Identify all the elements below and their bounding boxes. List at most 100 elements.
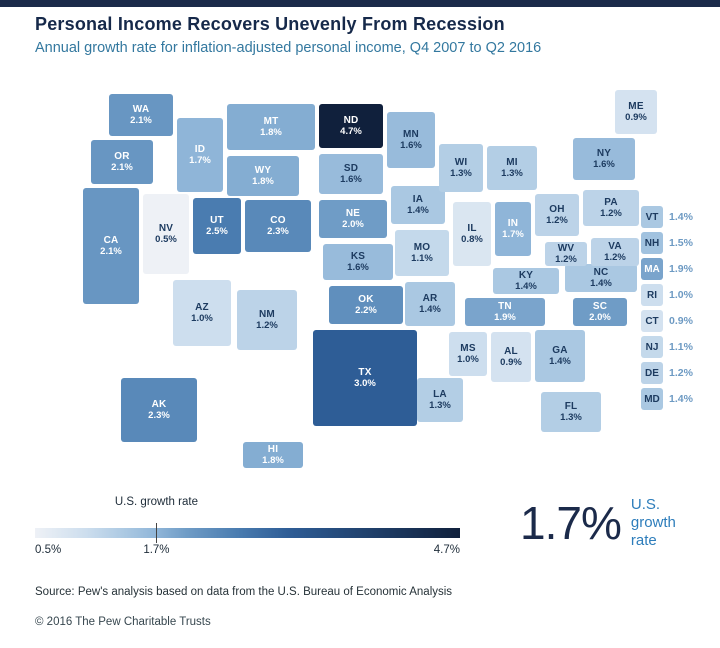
- state-value: 3.0%: [354, 378, 376, 389]
- state-abbr: WV: [557, 243, 575, 254]
- state-abbr: CA: [103, 235, 119, 246]
- state-tile-ny: NY 1.6%: [573, 138, 635, 180]
- state-tile-nv: NV 0.5%: [143, 194, 189, 274]
- state-abbr: AK: [151, 399, 167, 410]
- state-list-item-nh: NH 1.5%: [641, 232, 693, 254]
- state-value: 0.8%: [461, 234, 483, 245]
- state-value: 1.2%: [604, 252, 626, 263]
- state-tile-id: ID 1.7%: [177, 118, 223, 192]
- state-tile-tn: TN 1.9%: [465, 298, 545, 326]
- state-tile-mn: MN 1.6%: [387, 112, 435, 168]
- state-tile-ak: AK 2.3%: [121, 378, 197, 442]
- state-tile-me: ME 0.9%: [615, 90, 657, 134]
- state-abbr: AZ: [195, 302, 209, 313]
- state-abbr: AR: [422, 293, 438, 304]
- state-abbr: MN: [403, 129, 419, 140]
- state-value: 1.6%: [593, 159, 615, 170]
- state-abbr: NV: [158, 223, 174, 234]
- state-abbr: MO: [413, 242, 431, 253]
- state-value: 1.0%: [457, 354, 479, 365]
- state-abbr: OR: [114, 151, 130, 162]
- us-rate-label: U.S. growth rate: [630, 496, 676, 549]
- state-list-item-ct: CT 0.9%: [641, 310, 693, 332]
- state-tile-co: CO 2.3%: [245, 200, 311, 252]
- copyright-note: © 2016 The Pew Charitable Trusts: [35, 616, 211, 628]
- state-value: 2.2%: [355, 305, 377, 316]
- state-value: 1.7%: [502, 229, 524, 240]
- state-value: 1.2%: [256, 320, 278, 331]
- state-tile-ga: GA 1.4%: [535, 330, 585, 382]
- legend-tick-mark: [156, 523, 158, 543]
- state-abbr: IN: [507, 218, 519, 229]
- state-value: 1.3%: [429, 400, 451, 411]
- state-abbr: FL: [564, 401, 578, 412]
- state-tile-nm: NM 1.2%: [237, 290, 297, 350]
- state-tile-va: VA 1.2%: [591, 238, 639, 266]
- state-tile-ut: UT 2.5%: [193, 198, 241, 254]
- state-value: 4.7%: [340, 126, 362, 137]
- state-tile-sd: SD 1.6%: [319, 154, 383, 194]
- state-value: 1.1%: [411, 253, 433, 264]
- state-tile-nc: NC 1.4%: [565, 264, 637, 292]
- state-abbr: TN: [498, 301, 512, 312]
- state-value: 1.4%: [407, 205, 429, 216]
- legend-min-label: 0.5%: [35, 544, 62, 556]
- state-tile-mo: MO 1.1%: [395, 230, 449, 276]
- state-tile-al: AL 0.9%: [491, 332, 531, 382]
- state-value: 1.4%: [669, 393, 693, 405]
- state-value: 1.4%: [515, 281, 537, 292]
- state-value: 1.4%: [419, 304, 441, 315]
- state-tile-mt: MT 1.8%: [227, 104, 315, 150]
- state-tile-sc: SC 2.0%: [573, 298, 627, 326]
- state-abbr: GA: [552, 345, 568, 356]
- state-swatch: MA: [641, 258, 663, 280]
- state-swatch: NJ: [641, 336, 663, 358]
- state-tile-la: LA 1.3%: [417, 378, 463, 422]
- state-value: 1.3%: [560, 412, 582, 423]
- legend-mid-label: 1.7%: [143, 544, 170, 556]
- state-tile-in: IN 1.7%: [495, 202, 531, 256]
- state-abbr: IA: [412, 194, 424, 205]
- state-abbr: HI: [267, 444, 279, 455]
- state-tile-wv: WV 1.2%: [545, 242, 587, 266]
- state-tile-oh: OH 1.2%: [535, 194, 579, 236]
- state-abbr: MI: [506, 157, 518, 168]
- state-tile-ky: KY 1.4%: [493, 268, 559, 294]
- state-tile-wy: WY 1.8%: [227, 156, 299, 196]
- state-tile-il: IL 0.8%: [453, 202, 491, 266]
- state-abbr: VA: [608, 241, 622, 252]
- state-tile-pa: PA 1.2%: [583, 190, 639, 226]
- state-tile-ca: CA 2.1%: [83, 188, 139, 304]
- page-title: Personal Income Recovers Unevenly From R…: [35, 14, 505, 34]
- state-value: 1.8%: [252, 176, 274, 187]
- state-abbr: WA: [132, 104, 150, 115]
- state-tile-az: AZ 1.0%: [173, 280, 231, 346]
- state-value: 1.2%: [669, 367, 693, 379]
- page-subtitle: Annual growth rate for inflation-adjuste…: [35, 40, 542, 56]
- state-abbr: UT: [210, 215, 224, 226]
- state-value: 0.5%: [155, 234, 177, 245]
- state-tile-ia: IA 1.4%: [391, 186, 445, 224]
- state-value: 1.3%: [501, 168, 523, 179]
- state-value: 1.8%: [262, 455, 284, 466]
- state-value: 1.2%: [600, 208, 622, 219]
- state-value: 1.6%: [347, 262, 369, 273]
- state-abbr: WI: [454, 157, 468, 168]
- state-tile-ks: KS 1.6%: [323, 244, 393, 280]
- state-swatch: CT: [641, 310, 663, 332]
- state-value: 2.1%: [130, 115, 152, 126]
- state-value: 2.5%: [206, 226, 228, 237]
- state-list-item-vt: VT 1.4%: [641, 206, 693, 228]
- legend-gradient-bar: [35, 528, 460, 538]
- color-scale-legend: U.S. growth rate 0.5% 1.7% 4.7%: [35, 496, 460, 562]
- state-abbr: PA: [604, 197, 618, 208]
- state-abbr: AL: [504, 346, 518, 357]
- state-value: 1.8%: [260, 127, 282, 138]
- state-abbr: ME: [628, 101, 644, 112]
- state-swatch: VT: [641, 206, 663, 228]
- state-value: 2.3%: [148, 410, 170, 421]
- legend-max-label: 4.7%: [433, 544, 460, 556]
- state-tile-wi: WI 1.3%: [439, 144, 483, 192]
- state-value: 1.5%: [669, 237, 693, 249]
